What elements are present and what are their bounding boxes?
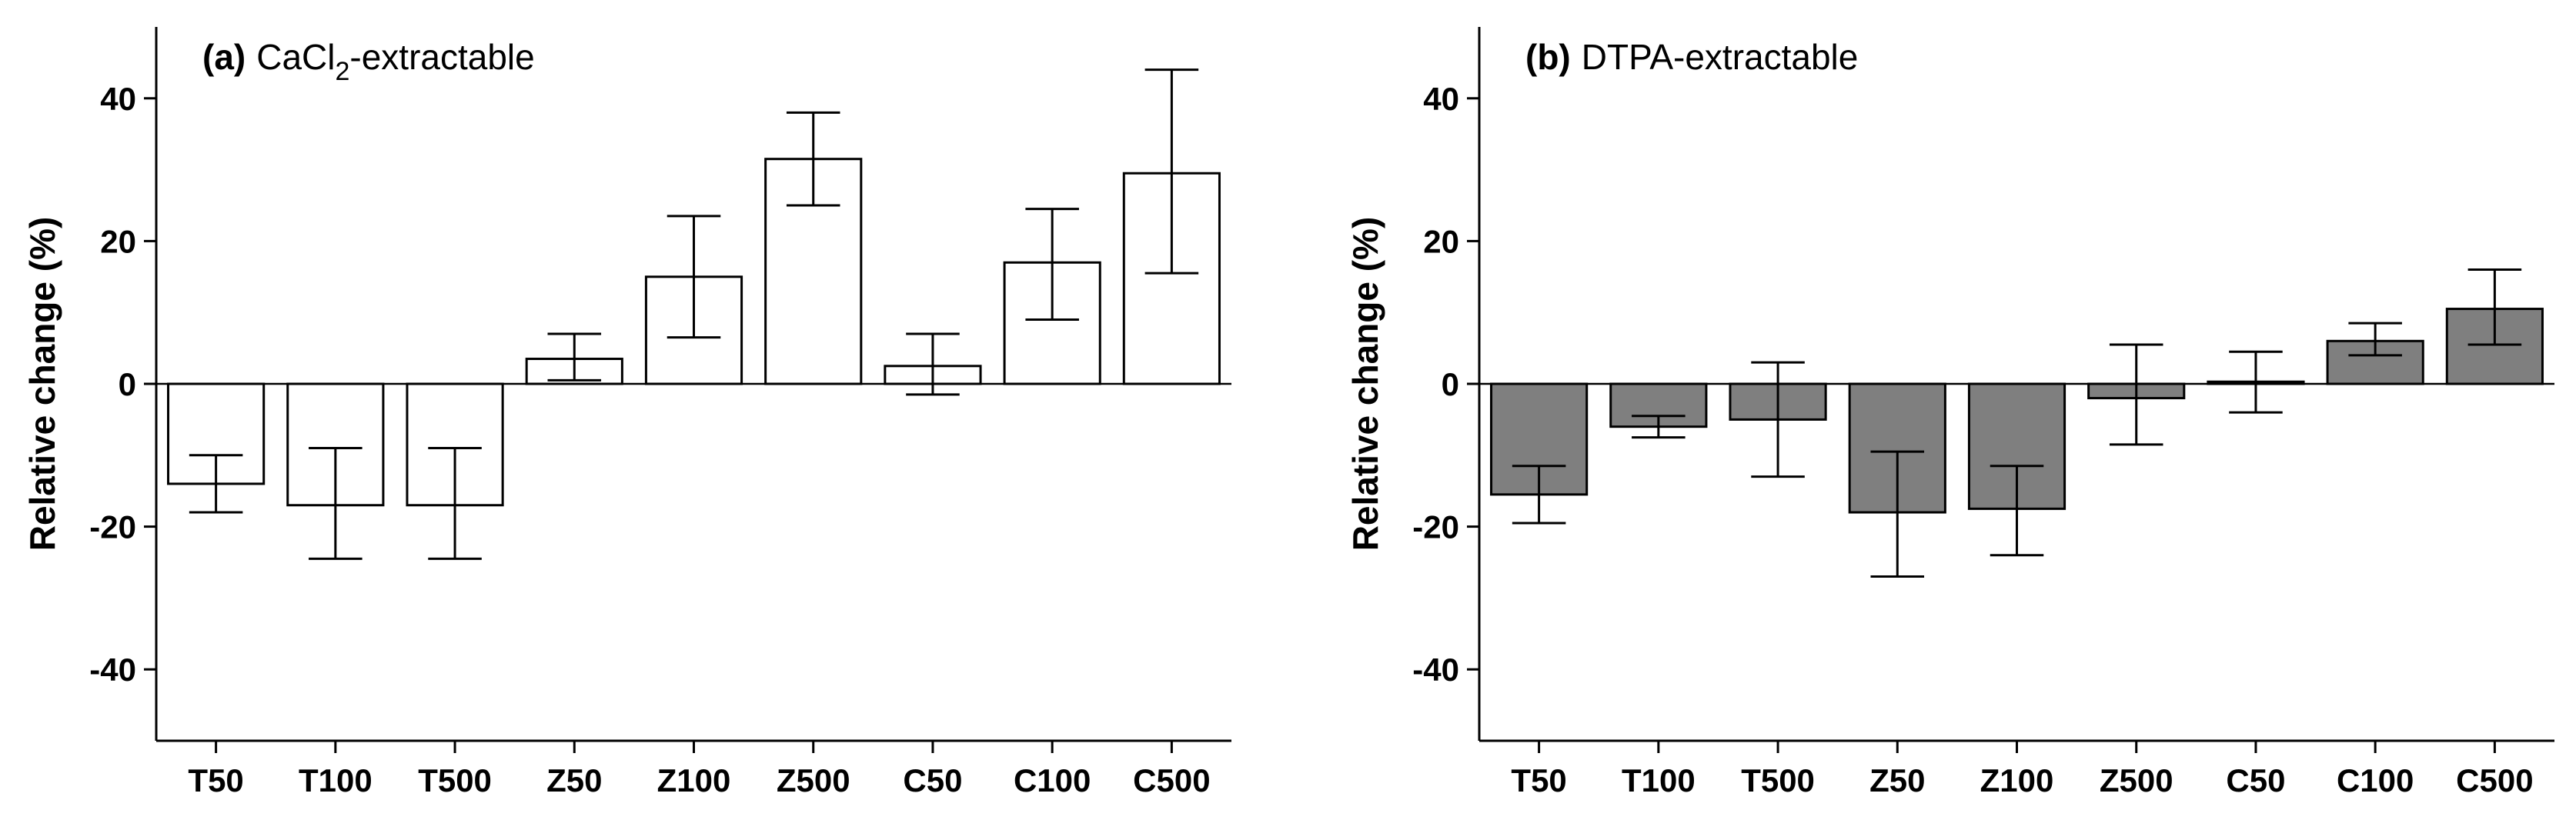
y-tick-label: 40 bbox=[100, 81, 136, 117]
x-tick-label: T500 bbox=[1741, 762, 1815, 798]
x-tick-label: T500 bbox=[418, 762, 492, 798]
panel-title-suffix: -extractable bbox=[349, 37, 534, 77]
y-tick-label: 0 bbox=[1442, 366, 1459, 402]
x-tick-label: Z100 bbox=[657, 762, 731, 798]
x-tick-label: C500 bbox=[1133, 762, 1210, 798]
y-tick-label: 20 bbox=[1423, 223, 1459, 259]
x-tick-label: C100 bbox=[2337, 762, 2414, 798]
y-tick-label: 40 bbox=[1423, 81, 1459, 117]
panel-a: -40 -20 0 20 40 Relative change (%) (a) CaCl2-e… bbox=[22, 27, 1231, 798]
x-tick-label: Z100 bbox=[1980, 762, 2054, 798]
y-tick-label: -20 bbox=[1412, 509, 1459, 545]
panel-letter: (b) bbox=[1525, 37, 1571, 77]
x-tick-label: T100 bbox=[1622, 762, 1696, 798]
x-tick-label: C50 bbox=[903, 762, 962, 798]
y-tick-label: -40 bbox=[1412, 652, 1459, 688]
x-tick-label: Z50 bbox=[546, 762, 602, 798]
y-tick-label: 20 bbox=[100, 223, 136, 259]
y-axis-label: Relative change (%) bbox=[1345, 217, 1385, 552]
panel-title-text: DTPA-extractable bbox=[1582, 37, 1859, 77]
y-tick-label: 0 bbox=[119, 366, 136, 402]
x-tick-label: C50 bbox=[2226, 762, 2285, 798]
panel-title: (b) DTPA-extractable bbox=[1525, 37, 1858, 77]
y-axis-label: Relative change (%) bbox=[22, 217, 62, 552]
panel-title-text: CaCl bbox=[256, 37, 335, 77]
panel-b: -40 -20 0 20 40 Relative change (%) (b) DTPA-ex… bbox=[1345, 27, 2554, 798]
panel-title: (a) CaCl2-extractable bbox=[202, 37, 535, 86]
x-tick-label: T50 bbox=[1511, 762, 1566, 798]
x-tick-label: Z500 bbox=[777, 762, 850, 798]
x-tick-label: C100 bbox=[1014, 762, 1091, 798]
x-tick-label: Z50 bbox=[1869, 762, 1925, 798]
x-tick-label: T100 bbox=[299, 762, 373, 798]
y-tick-label: -40 bbox=[89, 652, 136, 688]
x-tick-label: Z500 bbox=[2100, 762, 2173, 798]
x-tick-label: T50 bbox=[188, 762, 243, 798]
x-tick-label: C500 bbox=[2456, 762, 2533, 798]
panel-letter: (a) bbox=[202, 37, 246, 77]
panel-title-subscript: 2 bbox=[335, 57, 349, 86]
y-tick-label: -20 bbox=[89, 509, 136, 545]
